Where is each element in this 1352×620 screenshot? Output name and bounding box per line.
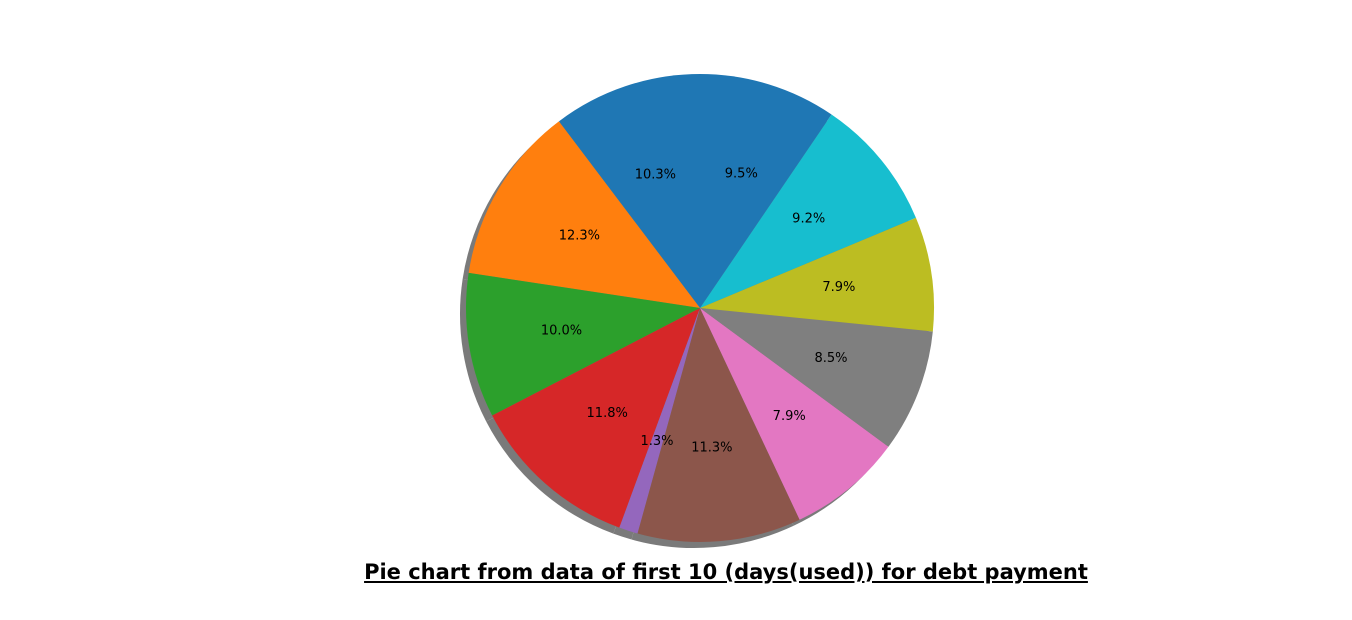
pie-slices — [466, 74, 935, 542]
slice-percent-label: 12.3% — [559, 229, 600, 244]
slice-percent-label: 10.3% — [635, 167, 676, 182]
pie-slice — [558, 74, 700, 308]
pie-slice — [492, 308, 700, 528]
slice-percent-label: 9.2% — [792, 212, 825, 227]
slice-percent-label: 1.3% — [640, 434, 673, 449]
pie-slice — [466, 272, 700, 416]
pie-slice — [700, 114, 916, 309]
slice-percent-label: 7.9% — [822, 280, 855, 295]
chart-title: Pie chart from data of first 10 (days(us… — [364, 560, 1088, 584]
pie-labels: 10.3% 12.3% 10.0% 11.8% 1.3% 11.3% 7.9% 8.5% 7.9… — [541, 166, 856, 455]
pie-slice — [700, 308, 933, 447]
pie-slice — [700, 217, 935, 332]
slice-percent-label: 8.5% — [814, 351, 847, 366]
slice-percent-label: 7.9% — [773, 409, 806, 424]
pie-slice — [619, 308, 700, 534]
slice-percent-label: 10.0% — [541, 323, 582, 338]
slice-percent-label: 11.3% — [691, 440, 732, 455]
pie-slice — [700, 308, 889, 520]
pie-slice — [700, 74, 832, 308]
slice-percent-label: 11.8% — [587, 406, 628, 421]
pie-slice — [468, 121, 700, 308]
pie-slice — [637, 308, 800, 542]
slice-percent-label: 9.5% — [725, 166, 758, 181]
